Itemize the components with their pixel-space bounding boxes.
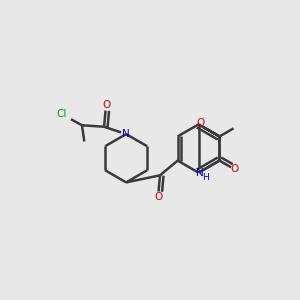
Text: Cl: Cl — [56, 109, 66, 119]
Text: N: N — [196, 168, 204, 178]
Text: O: O — [102, 100, 110, 110]
Text: O: O — [231, 164, 239, 174]
Text: H: H — [202, 173, 208, 182]
Text: O: O — [154, 192, 163, 202]
Text: O: O — [197, 118, 205, 128]
Text: N: N — [122, 129, 130, 139]
